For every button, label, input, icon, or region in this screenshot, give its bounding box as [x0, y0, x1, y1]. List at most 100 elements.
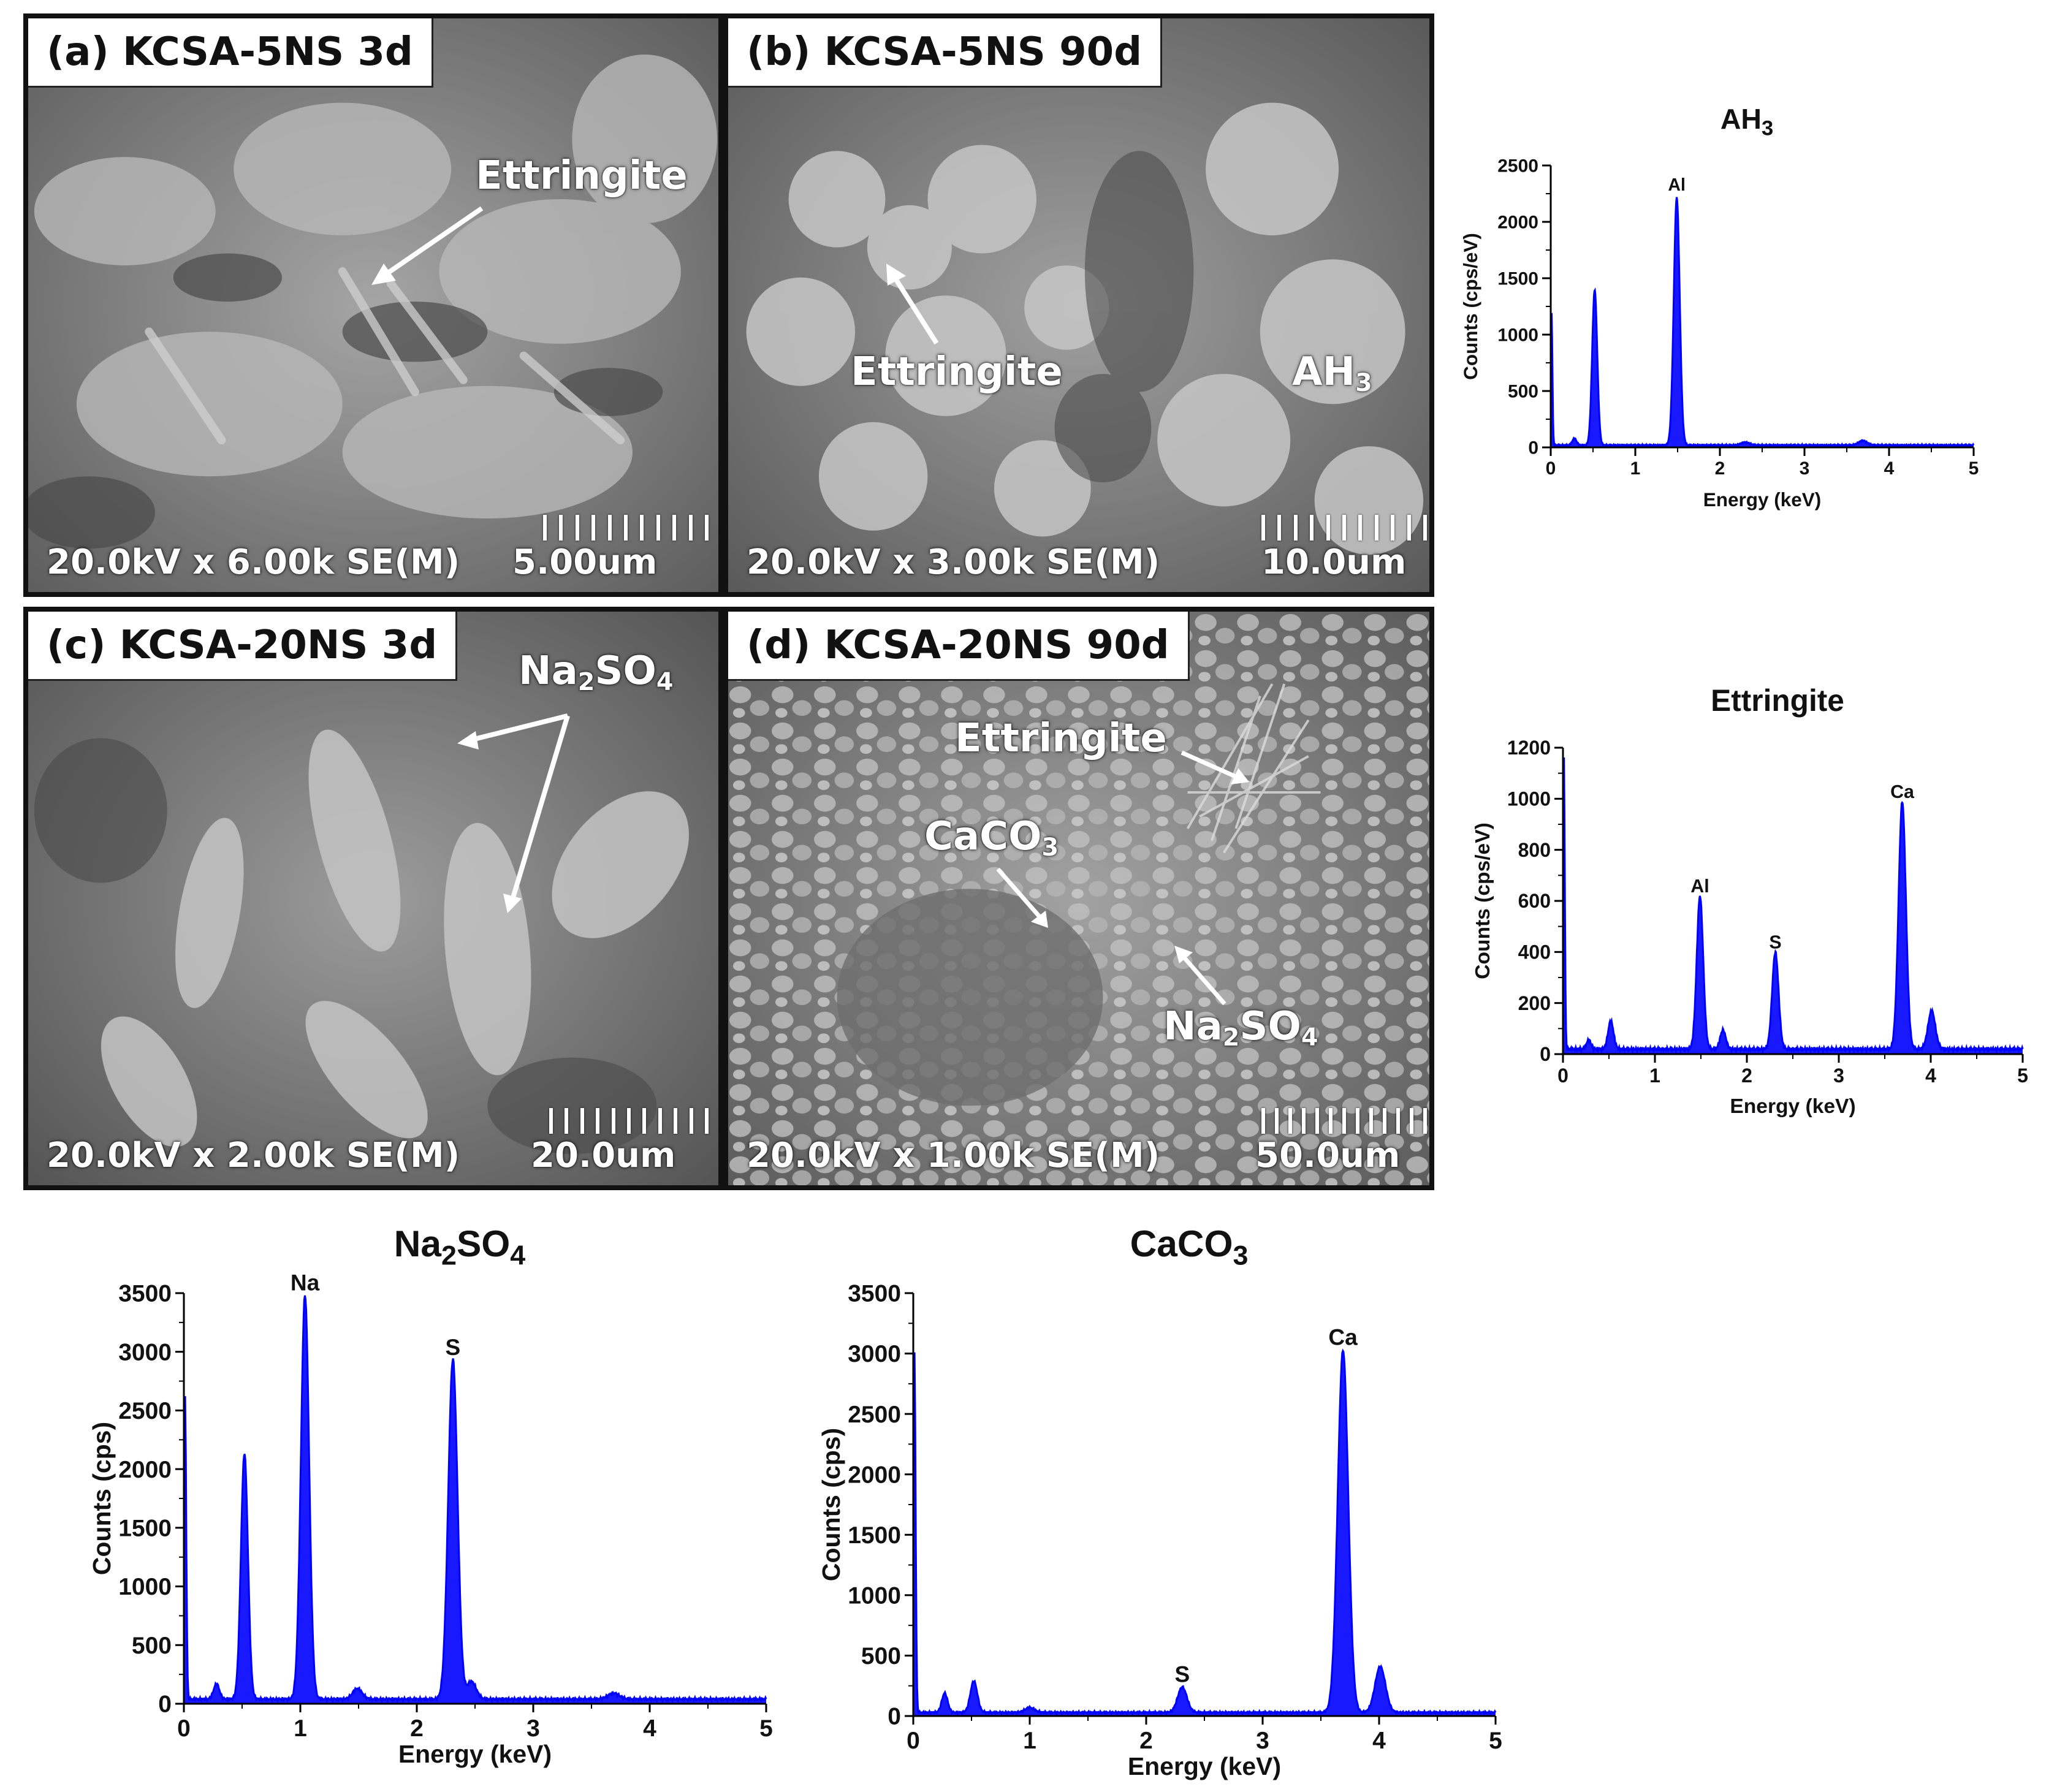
spectrum-area-ettringite: [1563, 757, 2023, 1054]
na2so4-d-sub2: 4: [1301, 1023, 1318, 1052]
y-tick-label-ettringite: 800: [1518, 839, 1551, 861]
x-axis-label-ah3: Energy (keV): [1703, 488, 1822, 511]
peak-label-ettringite: Al: [1690, 876, 1709, 897]
peak-label-na2so4: Na: [291, 1270, 320, 1296]
y-axis-label-ah3: Counts (cps/eV): [1459, 233, 1481, 380]
na2so4-c-sub2: 4: [656, 667, 674, 696]
x-tick-label-ah3: 4: [1884, 458, 1895, 479]
x-tick-label-na2so4: 3: [527, 1715, 540, 1742]
na2so4-d-sub1: 2: [1222, 1023, 1240, 1052]
scalebar-ticks-b: [1261, 515, 1427, 541]
y-tick-label-ah3: 1500: [1497, 269, 1538, 289]
panel-label-a: (a) KCSA-5NS 3d: [28, 18, 433, 88]
annotation-na2so4-c: Na2SO4: [519, 648, 673, 696]
x-tick-label-caco3: 1: [1023, 1728, 1036, 1754]
y-tick-label-ettringite: 1000: [1507, 788, 1551, 810]
na2so4-c-sub1: 2: [577, 667, 595, 696]
panel-label-c: (c) KCSA-20NS 3d: [28, 612, 458, 681]
magnification-d: 20.0kV x 1.00k SE(M): [747, 1136, 1160, 1175]
spectrum-area-caco3: [913, 1351, 1496, 1716]
scalebar-ticks-c: [549, 1108, 709, 1134]
sem-panel-a: (a) KCSA-5NS 3d Ettringite 20.0kV x 6.00…: [23, 13, 723, 597]
sem-image-b: [728, 18, 1429, 592]
x-tick-label-caco3: 2: [1139, 1728, 1153, 1754]
x-tick-label-ah3: 0: [1546, 458, 1556, 479]
y-tick-label-caco3: 500: [861, 1643, 901, 1669]
x-tick-label-ah3: 3: [1800, 458, 1810, 479]
y-axis-label-ettringite: Counts (cps/eV): [1472, 822, 1494, 979]
x-tick-label-ah3: 2: [1715, 458, 1725, 479]
y-tick-label-ettringite: 1200: [1507, 737, 1551, 759]
y-tick-label-ah3: 1000: [1497, 325, 1538, 346]
annotation-ah3-b: AH3: [1292, 349, 1372, 397]
peak-label-na2so4: S: [446, 1334, 461, 1360]
x-axis-label-ettringite: Energy (keV): [1730, 1095, 1855, 1118]
y-tick-label-na2so4: 3500: [118, 1281, 172, 1307]
na2so4-d-so: SO: [1239, 1004, 1301, 1049]
x-tick-label-caco3: 3: [1256, 1728, 1269, 1754]
scalebar-label-c: 20.0um: [531, 1136, 676, 1175]
x-tick-label-caco3: 4: [1372, 1728, 1386, 1754]
peak-label-caco3: Ca: [1328, 1324, 1358, 1350]
y-tick-label-ah3: 2500: [1497, 156, 1538, 177]
scalebar-ticks-a: [543, 515, 709, 541]
x-tick-label-na2so4: 4: [643, 1715, 656, 1742]
x-tick-label-caco3: 5: [1489, 1728, 1502, 1754]
y-tick-label-ettringite: 400: [1518, 941, 1551, 963]
scalebar-label-b: 10.0um: [1261, 542, 1407, 582]
scalebar-label-d: 50.0um: [1255, 1136, 1401, 1175]
sem-panel-b: (b) KCSA-5NS 90d Ettringite AH3 20.0kV x…: [723, 13, 1434, 597]
y-tick-label-na2so4: 0: [158, 1691, 172, 1718]
eds-chart-na2so4: Na2SO4 0 1 2 3 4 5 0 500 1000 1500 2000 2500 3000 3500…: [80, 1201, 791, 1777]
peak-label-ah3: Al: [1668, 175, 1686, 195]
annotation-na2so4-d: Na2SO4: [1163, 1004, 1318, 1052]
chart-title-ettringite: Ettringite: [1711, 683, 1844, 718]
caco3-d-main: CaCO: [924, 814, 1042, 859]
y-tick-label-caco3: 1500: [848, 1522, 901, 1549]
x-tick-label-ettringite: 1: [1649, 1065, 1660, 1087]
sem-image-a: [28, 18, 718, 592]
y-tick-label-ettringite: 200: [1518, 992, 1551, 1014]
peak-label-caco3: S: [1175, 1661, 1190, 1687]
chart-title-na2so4: Na2SO4: [394, 1223, 526, 1271]
x-tick-label-ettringite: 0: [1557, 1065, 1568, 1087]
y-tick-label-na2so4: 2000: [118, 1457, 172, 1483]
x-tick-label-caco3: 0: [907, 1728, 920, 1754]
annotation-arrow-a: [371, 206, 484, 285]
annotation-ettringite-b: Ettringite: [851, 349, 1063, 395]
na2so4-c-na: Na: [519, 648, 578, 694]
spectrum-line-ah3: [1549, 197, 1975, 448]
panel-label-b: (b) KCSA-5NS 90d: [728, 18, 1162, 88]
y-tick-label-caco3: 2500: [848, 1402, 901, 1428]
x-tick-label-ah3: 1: [1630, 458, 1641, 479]
spectrum-line-ettringite: [1562, 757, 2024, 1055]
eds-chart-ah3: AH3 0 1 2 3 4 5 0 500 1000 1500 2000 2500 Energy (keV…: [1447, 74, 1998, 521]
na2so4-d-na: Na: [1163, 1004, 1223, 1049]
y-tick-label-na2so4: 3000: [118, 1339, 172, 1365]
x-tick-label-na2so4: 0: [177, 1715, 191, 1742]
sem-panel-d: (d) KCSA-20NS 90d Ettringite CaCO3 Na2SO…: [723, 607, 1434, 1190]
eds-chart-caco3: CaCO3 0 1 2 3 4 5 0 500 1000 1500 2000 2500 3000 3500 E…: [809, 1201, 1520, 1790]
x-axis-label-na2so4: Energy (keV): [398, 1740, 552, 1768]
x-tick-label-na2so4: 5: [759, 1715, 773, 1742]
chart-title-ah3: AH3: [1721, 103, 1773, 140]
y-tick-label-caco3: 3500: [848, 1281, 901, 1307]
eds-svg-ettringite: Ettringite 0 1 2 3 4 5 0 200 400 600 800 1000 1200 Ene…: [1472, 683, 2028, 1118]
annotation-ettringite-a: Ettringite: [476, 153, 688, 199]
sem-panel-c: (c) KCSA-20NS 3d Na2SO4 20.0kV x 2.00k S…: [23, 607, 723, 1190]
eds-svg-caco3: CaCO3 0 1 2 3 4 5 0 500 1000 1500 2000 2500 3000 3500 E…: [817, 1223, 1502, 1780]
magnification-b: 20.0kV x 3.00k SE(M): [747, 542, 1160, 582]
y-tick-label-na2so4: 1500: [118, 1516, 172, 1542]
spectrum-area-na2so4: [184, 1295, 766, 1704]
y-tick-label-na2so4: 500: [132, 1633, 172, 1659]
caco3-d-sub: 3: [1041, 833, 1059, 862]
x-tick-label-na2so4: 2: [410, 1715, 424, 1742]
y-tick-label-ah3: 2000: [1497, 213, 1538, 233]
annotation-caco3-d: CaCO3: [924, 814, 1059, 862]
spectrum-line-caco3: [912, 1348, 1497, 1716]
sem-image-c: [28, 612, 718, 1185]
y-tick-label-ah3: 500: [1508, 382, 1538, 402]
y-tick-label-caco3: 1000: [848, 1583, 901, 1609]
x-tick-label-ettringite: 5: [2017, 1065, 2028, 1087]
y-axis-label-na2so4: Counts (cps): [88, 1422, 116, 1575]
